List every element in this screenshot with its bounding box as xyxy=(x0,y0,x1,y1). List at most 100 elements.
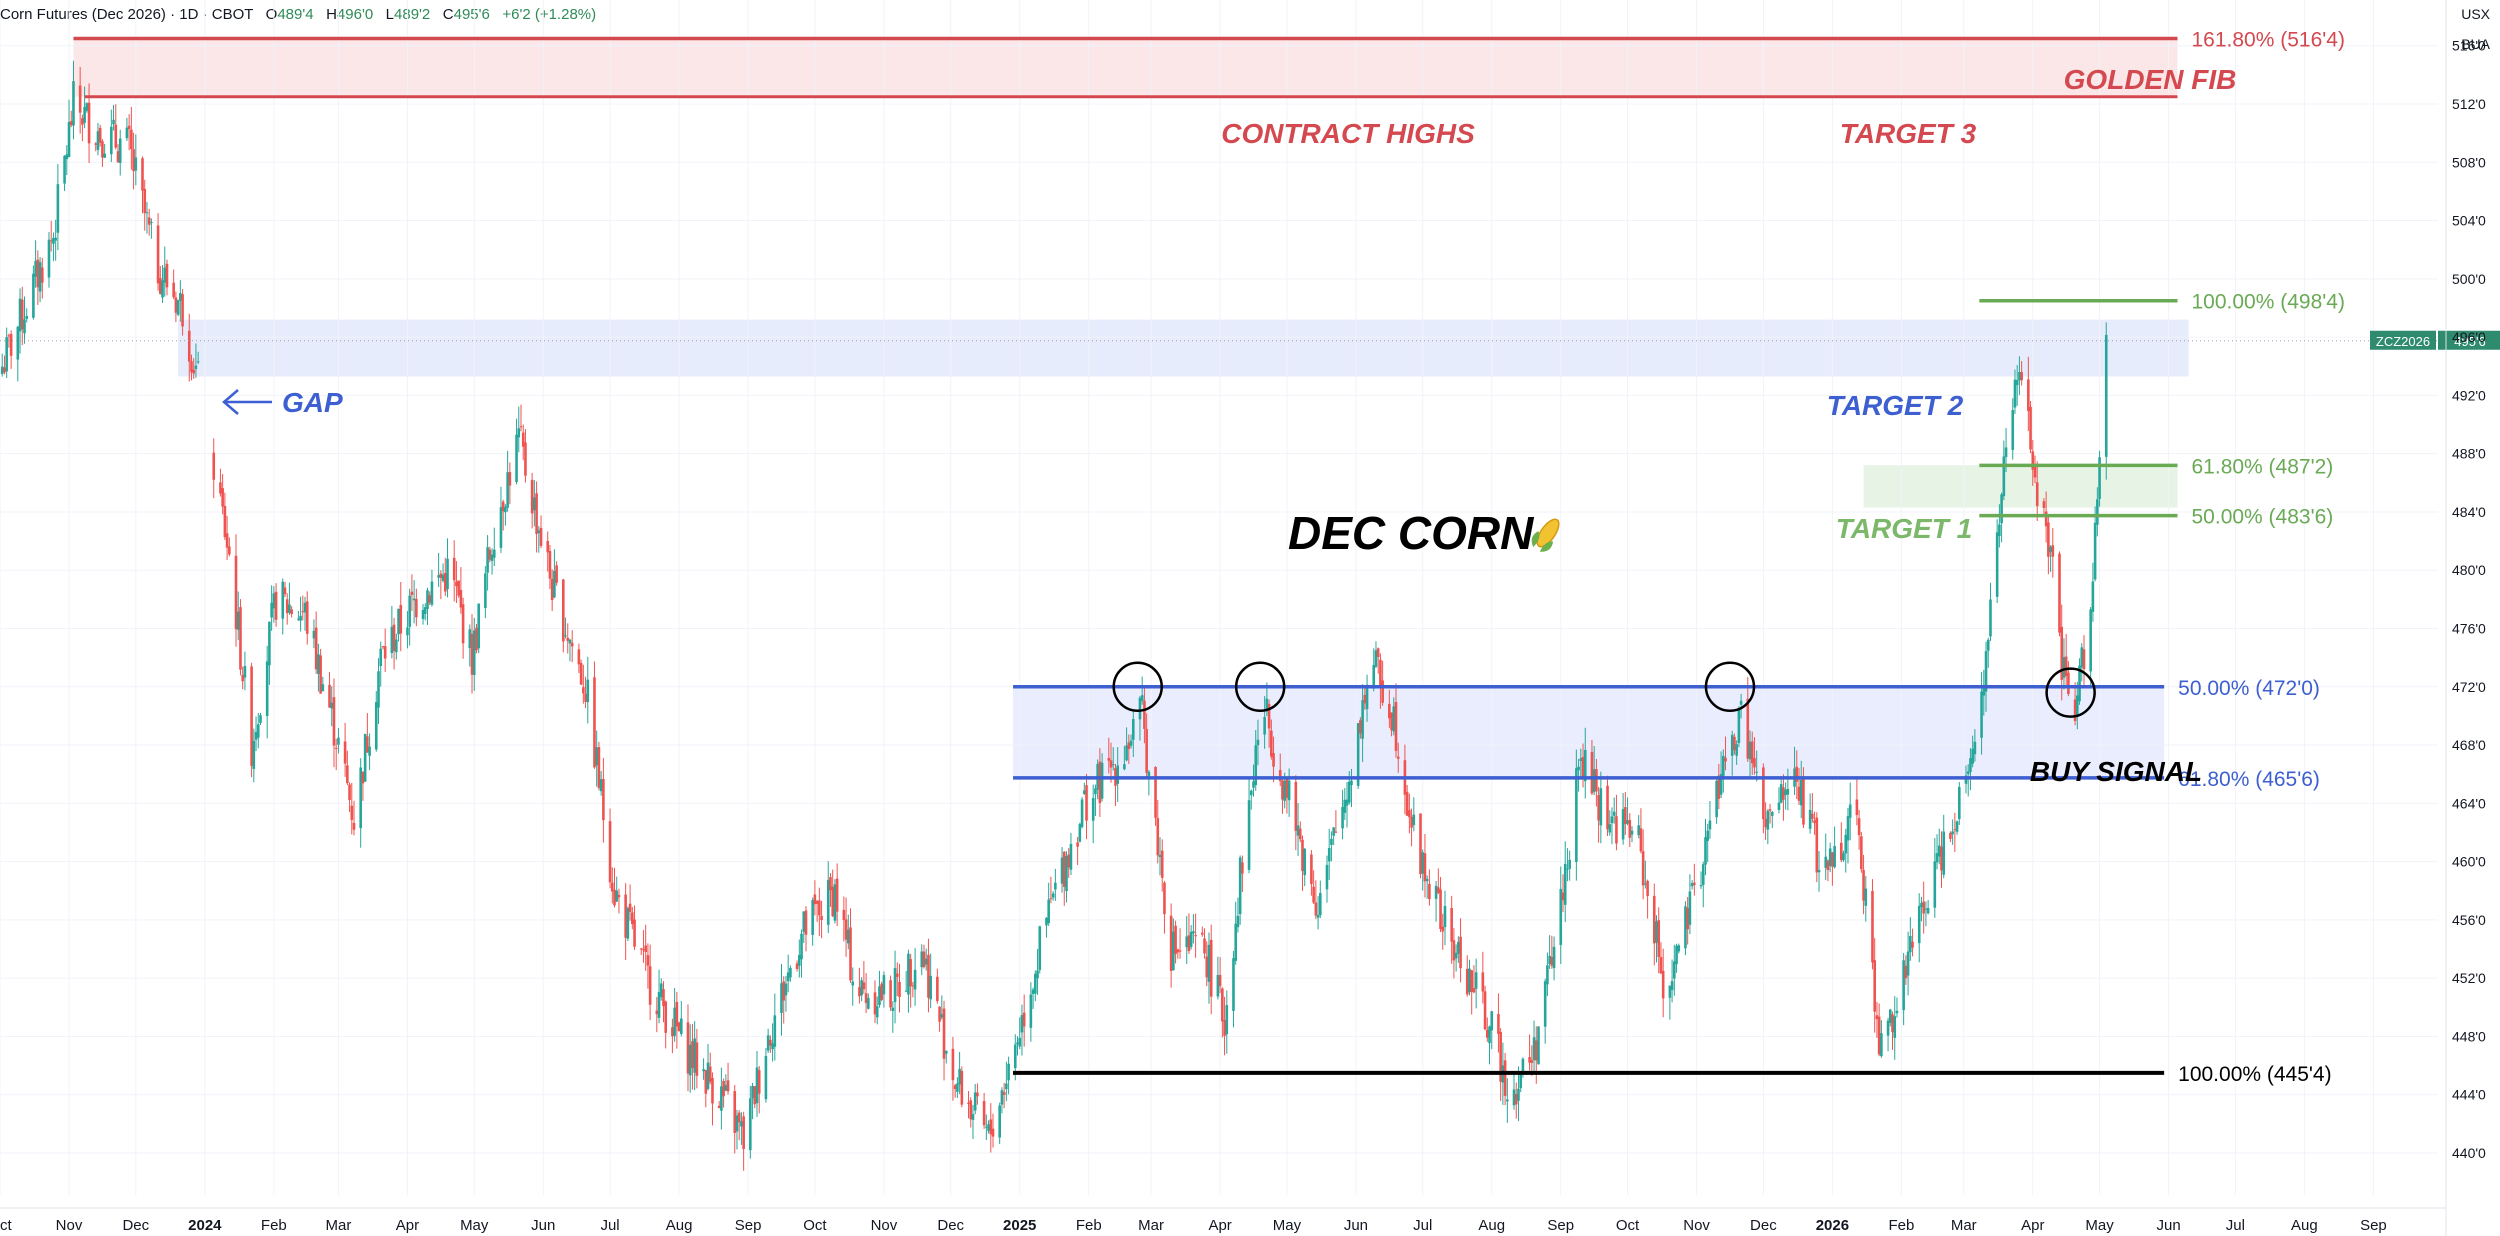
candle-body xyxy=(633,919,636,947)
candle-body xyxy=(1016,1042,1019,1045)
candle-body xyxy=(982,1101,986,1126)
y-tick-label: 496'0 xyxy=(2452,329,2486,345)
candle-body xyxy=(1583,749,1587,782)
candle-body xyxy=(1098,761,1102,803)
touch-circle xyxy=(1112,661,1163,713)
candle-body xyxy=(1036,970,1039,979)
candle-body xyxy=(1998,524,2001,537)
candle-body xyxy=(662,989,665,1007)
candle-body xyxy=(1512,1089,1516,1106)
open-value: 489'4 xyxy=(277,6,314,23)
candle-body xyxy=(508,472,512,486)
candle-body xyxy=(1247,800,1251,870)
candle-body xyxy=(602,779,605,821)
y-tick-label: 456'0 xyxy=(2452,912,2486,928)
candle-body xyxy=(1655,921,1658,943)
candle-body xyxy=(1465,968,1469,995)
candle-body xyxy=(1673,961,1676,979)
candle-body xyxy=(680,1018,683,1034)
x-tick-label: Oct xyxy=(1616,1217,1640,1234)
candle-body xyxy=(441,574,445,581)
candle-body xyxy=(1955,821,1959,832)
candle-body xyxy=(570,642,574,647)
chart-title: DEC CORN xyxy=(1288,507,1534,559)
unit-label[interactable]: BUA xyxy=(2461,36,2490,52)
candle-body xyxy=(891,1007,895,1012)
candle-body xyxy=(811,900,814,935)
candle-body xyxy=(212,452,216,480)
candle-body xyxy=(773,1015,777,1047)
candle-body xyxy=(1659,957,1663,974)
symbol-title[interactable]: Corn Futures (Dec 2026) · 1D · CBOT xyxy=(0,6,254,23)
candle-body xyxy=(800,933,803,960)
candle-body xyxy=(1802,778,1805,825)
x-tick-label: Jul xyxy=(600,1217,619,1234)
candle-body xyxy=(256,724,260,738)
y-tick-label: 476'0 xyxy=(2452,621,2486,637)
candle-body xyxy=(374,702,378,750)
candle-body xyxy=(127,125,131,130)
open-label: O xyxy=(265,6,278,23)
candle-body xyxy=(1452,940,1456,961)
x-tick-label: Aug xyxy=(2291,1217,2318,1234)
candle-body xyxy=(110,126,113,155)
candle-body xyxy=(1029,994,1033,1028)
candle-body xyxy=(290,609,293,615)
candle-body xyxy=(1156,818,1160,856)
x-tick-label: Feb xyxy=(1888,1217,1914,1234)
candle-body xyxy=(395,639,398,653)
candle-body xyxy=(1294,781,1298,831)
candle-body xyxy=(38,262,42,292)
candle-body xyxy=(1840,842,1843,861)
candle-body xyxy=(423,607,427,615)
candle-body xyxy=(533,497,536,511)
candle-body xyxy=(1612,811,1616,816)
price-tag-symbol-bg xyxy=(2370,330,2436,350)
candle-body xyxy=(254,731,258,740)
candle-body xyxy=(1439,889,1442,929)
candle-body xyxy=(1254,745,1258,786)
candle-body xyxy=(1013,1044,1017,1069)
candle-body xyxy=(639,948,643,950)
close-value: 495'6 xyxy=(453,6,490,23)
candle-body xyxy=(25,316,29,319)
candle-body xyxy=(1833,846,1836,868)
candle-body xyxy=(911,985,915,987)
candle-body xyxy=(1675,945,1678,965)
candle-body xyxy=(1855,799,1859,816)
candle-body xyxy=(1940,846,1943,871)
candle-body xyxy=(459,590,463,608)
candle-body xyxy=(32,273,35,318)
candle-body xyxy=(704,1070,708,1094)
candle-body xyxy=(1503,1060,1507,1096)
candle-body xyxy=(929,975,932,1000)
target1-label: TARGET 1 xyxy=(1836,513,1972,544)
candle-body xyxy=(297,618,300,620)
currency-label[interactable]: USX xyxy=(2461,6,2490,22)
candle-body xyxy=(1201,932,1204,935)
candle-body xyxy=(2089,609,2092,672)
candle-body xyxy=(412,598,416,601)
candle-body xyxy=(1330,838,1333,845)
candle-body xyxy=(1661,970,1665,999)
candle-body xyxy=(1388,703,1391,719)
gap-arrow-icon xyxy=(222,389,239,415)
y-tick-label: 440'0 xyxy=(2452,1145,2486,1161)
candle-body xyxy=(1379,659,1382,686)
candle-body xyxy=(940,1014,944,1018)
candle-body xyxy=(1376,648,1380,658)
candle-body xyxy=(1753,758,1756,768)
candle-body xyxy=(873,992,877,1015)
candle-body xyxy=(392,624,396,651)
candle-body xyxy=(2044,511,2048,527)
y-tick-label: 472'0 xyxy=(2452,679,2486,695)
candle-body xyxy=(1038,926,1042,970)
candle-body xyxy=(1737,709,1741,743)
candle-body xyxy=(913,969,917,990)
candle-body xyxy=(1158,854,1162,858)
candle-body xyxy=(2060,626,2064,680)
candle-body xyxy=(361,771,365,784)
candle-body xyxy=(815,900,819,904)
candle-body xyxy=(991,1128,995,1137)
